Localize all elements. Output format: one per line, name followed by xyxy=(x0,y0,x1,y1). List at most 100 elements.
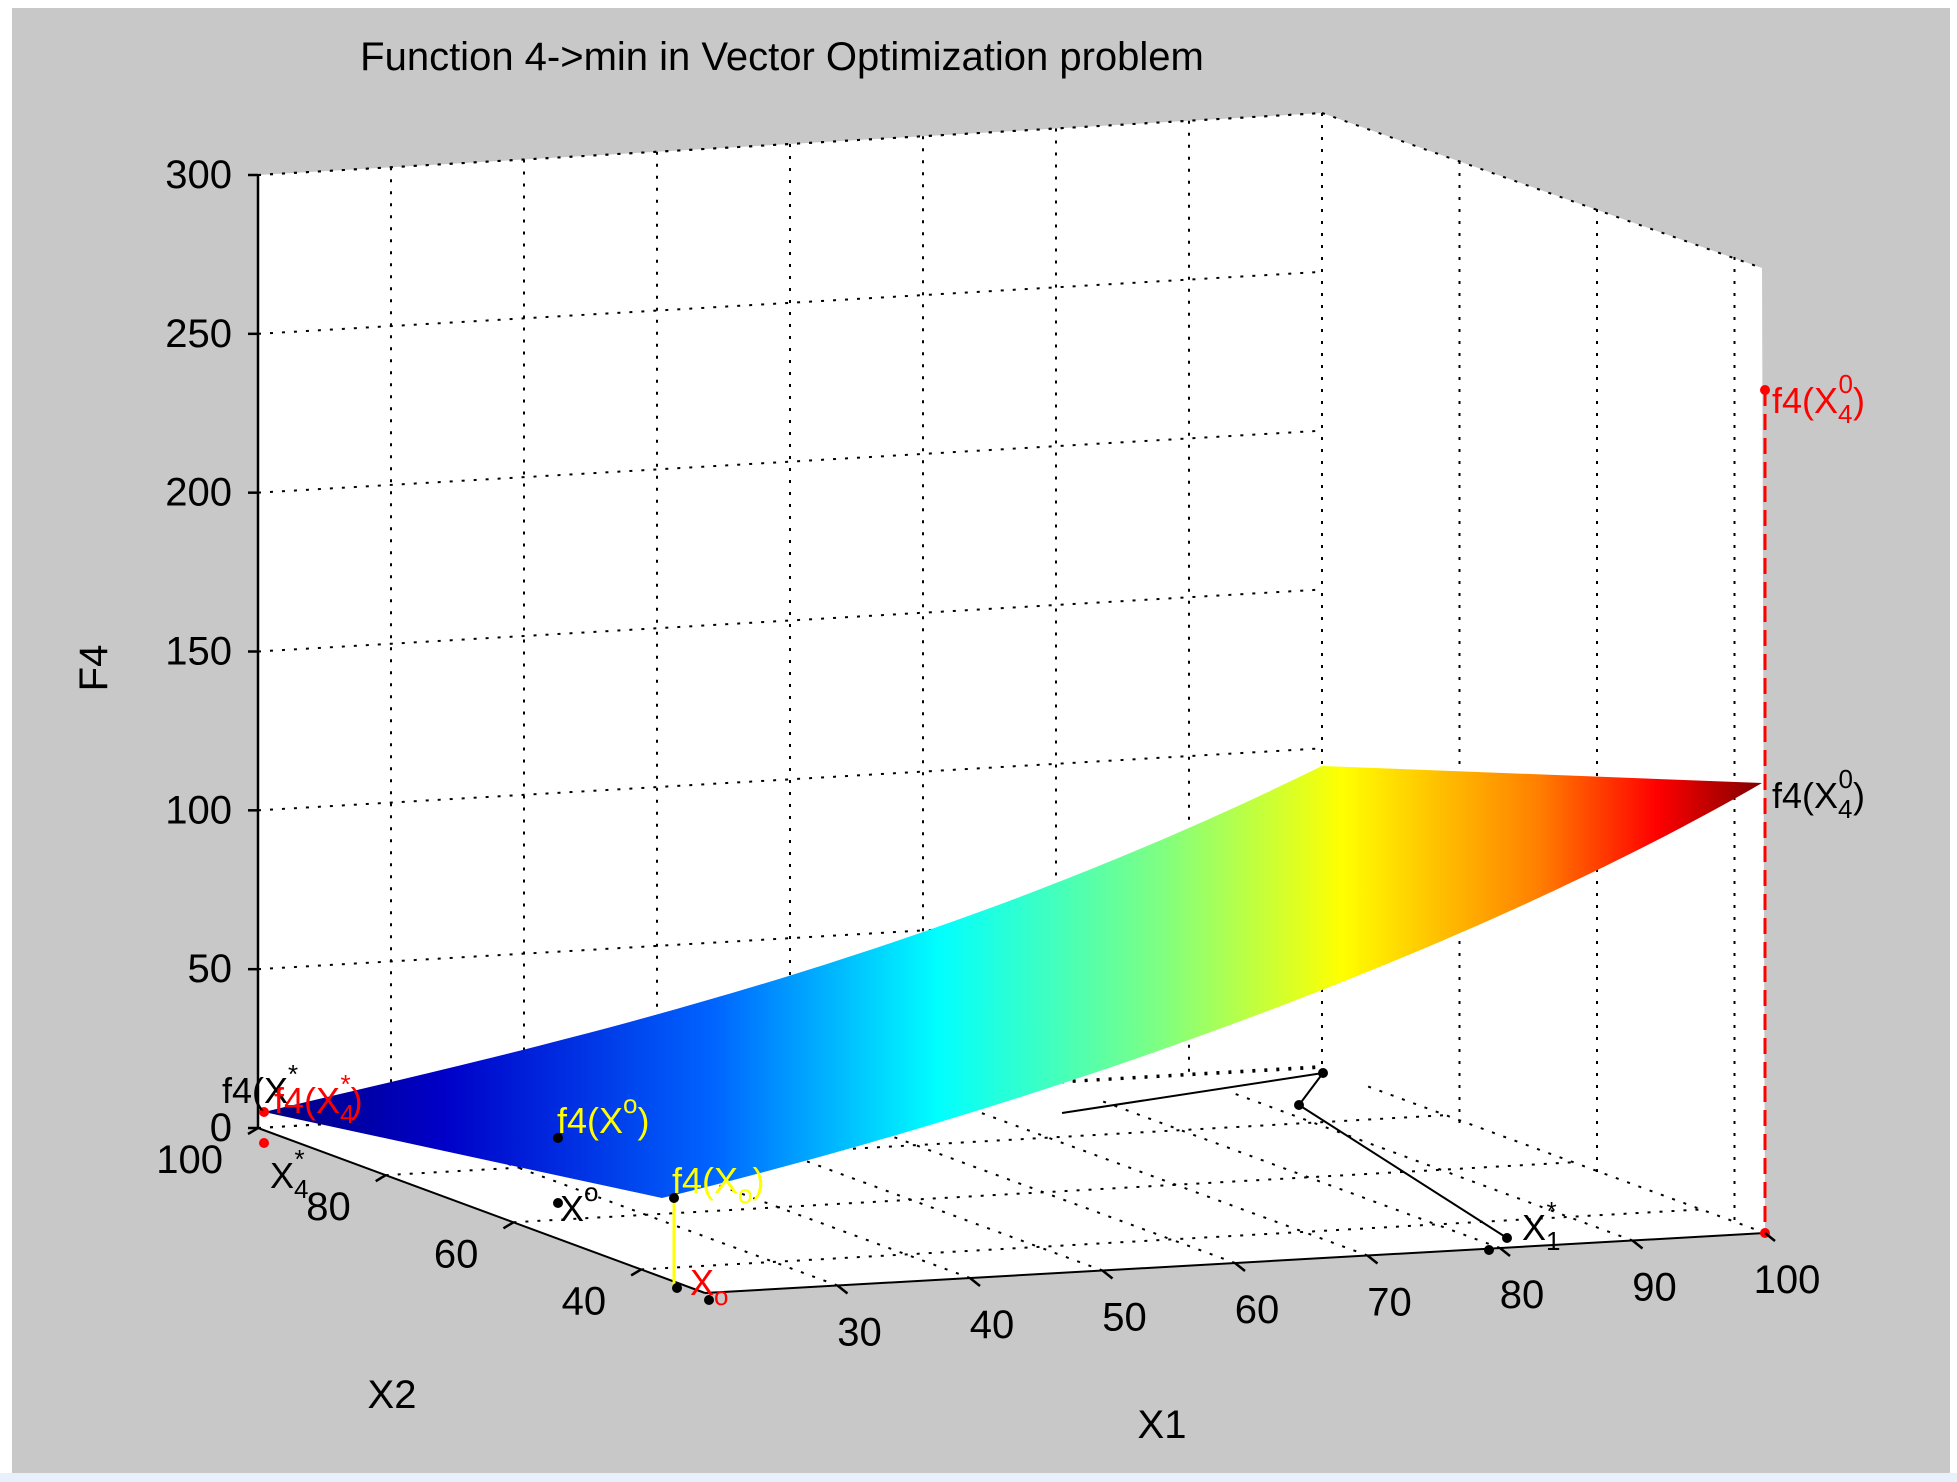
annotation-sup: o xyxy=(584,1177,598,1207)
annotation-label: f4(Xo) xyxy=(672,1160,765,1209)
z-grid-line xyxy=(257,270,1323,335)
x-tick-mark xyxy=(1101,1269,1114,1280)
bottom-strip xyxy=(0,1473,1957,1482)
x-tick-label: 70 xyxy=(1367,1281,1412,1325)
marker-f4-min xyxy=(259,1107,269,1117)
y-tick-mark xyxy=(502,1221,515,1230)
surface-f4 xyxy=(264,766,1762,1198)
marker-corner xyxy=(1318,1068,1328,1078)
x-tick-label: 100 xyxy=(1754,1258,1821,1302)
y-tick-mark xyxy=(375,1174,387,1183)
z-tick-label: 0 xyxy=(210,1106,232,1150)
figure-window: 0 50 100 150 200 250 300 30 40 50 60 70 80 90 100 40 60 8… xyxy=(12,8,1950,1473)
annotation-sup: * xyxy=(1546,1196,1556,1226)
x-axis-label: X1 xyxy=(1138,1403,1187,1447)
x-tick-mark xyxy=(1234,1262,1246,1272)
marker-xo-floor xyxy=(672,1283,682,1293)
tick-layer: 0 50 100 150 200 250 300 30 40 50 60 70 80 90 100 40 60 8… xyxy=(156,153,1820,1355)
z-tick-label: 300 xyxy=(165,153,232,197)
annotation-sub: o xyxy=(714,1281,728,1311)
annotation-tail: ) xyxy=(1853,775,1865,816)
marker-x1-star xyxy=(1502,1233,1512,1243)
x-tick-label: 90 xyxy=(1632,1266,1677,1310)
floor-guides xyxy=(259,385,1770,1305)
annotation-sup: * xyxy=(294,1144,304,1174)
x-tick-mark xyxy=(1366,1254,1379,1265)
annotation-sup: 0 xyxy=(1839,369,1853,399)
annotation-main: f4(X xyxy=(557,1100,623,1141)
x-tick-mark xyxy=(836,1284,849,1295)
annotation-main: X xyxy=(270,1155,294,1196)
annotation-label: X1* xyxy=(1522,1196,1560,1256)
annotation-sub: o xyxy=(738,1179,752,1209)
z-tick-label: 100 xyxy=(165,788,232,832)
y-floor-grid-line xyxy=(641,1208,1702,1271)
z-grid-line xyxy=(257,588,1323,653)
annotation-tail: ) xyxy=(753,1160,765,1201)
x-tick-label: 30 xyxy=(837,1311,882,1355)
annotation-main: X xyxy=(1522,1207,1546,1248)
y-tick-mark xyxy=(247,1126,259,1136)
z-tick-label: 150 xyxy=(165,630,232,674)
annotation-sub: 4 xyxy=(340,1099,354,1129)
z-grid-line xyxy=(257,1065,1323,1129)
annotation-main: f4(X xyxy=(1772,380,1838,421)
annotation-label: f4(X40) xyxy=(1772,369,1865,429)
annotation-label: Xo xyxy=(690,1262,728,1311)
annotation-sup: * xyxy=(288,1059,298,1089)
z-tick-label: 250 xyxy=(165,312,232,356)
x-tick-label: 60 xyxy=(1235,1288,1280,1332)
z-grid-line xyxy=(257,429,1323,494)
annotation-sub: 4 xyxy=(1838,399,1852,429)
z-grid-line xyxy=(257,747,1323,812)
marker-x4-star xyxy=(259,1138,269,1148)
z-tick-label: 50 xyxy=(188,947,233,991)
y-axis-label: X2 xyxy=(368,1373,417,1417)
y-tick-label: 60 xyxy=(434,1232,479,1276)
annotation-label: f4(X* xyxy=(222,1059,298,1111)
annotation-main: f4(X xyxy=(274,1080,340,1121)
marker-x1-floor xyxy=(1484,1245,1494,1255)
marker-origin xyxy=(704,1295,714,1305)
y-tick-label: 80 xyxy=(306,1185,351,1229)
y-floor-grid-line xyxy=(385,1114,1446,1177)
annotation-sup: o xyxy=(623,1089,637,1119)
axes-face xyxy=(258,113,1765,1293)
annotation-label: f4(Xo) xyxy=(557,1089,650,1141)
annotation-sub: 4 xyxy=(1838,794,1852,824)
x-tick-label: 80 xyxy=(1500,1273,1545,1317)
marker-f4-max xyxy=(1760,385,1770,395)
annotation-label: f4(X4*) xyxy=(274,1069,363,1129)
annotation-main: X xyxy=(560,1188,584,1229)
marker-f4-xo-sub xyxy=(669,1193,679,1203)
marker-corner-2 xyxy=(1294,1100,1304,1110)
annotation-sup: 0 xyxy=(1839,764,1853,794)
annotation-sub: 1 xyxy=(1546,1226,1560,1256)
x-tick-label: 50 xyxy=(1102,1296,1147,1340)
y-floor-grid-line xyxy=(513,1161,1574,1224)
marker-xo xyxy=(553,1198,563,1208)
annotation-tail: ) xyxy=(1853,380,1865,421)
annotations: f4(X40)f4(X40)f4(X*f4(X4*)X4*f4(Xo)Xo f4(… xyxy=(222,369,1865,1311)
annotation-label: Xo xyxy=(560,1177,598,1229)
x-tick-label: 40 xyxy=(970,1303,1015,1347)
x-tick-mark xyxy=(1631,1239,1644,1250)
annotation-label: X4* xyxy=(270,1144,308,1204)
z-tick-label: 200 xyxy=(165,471,232,515)
annotation-label: f4(X40) xyxy=(1772,764,1865,824)
annotation-tail: ) xyxy=(351,1080,363,1121)
annotation-tail: ) xyxy=(638,1100,650,1141)
annotation-sup: * xyxy=(341,1069,351,1099)
marker-f4-xo xyxy=(553,1133,563,1143)
top-edge xyxy=(257,112,1323,176)
annotation-main: f4(X xyxy=(672,1160,738,1201)
annotation-sub: 4 xyxy=(294,1174,308,1204)
annotation-main: X xyxy=(690,1262,714,1303)
x-tick-mark xyxy=(1764,1232,1776,1242)
x-tick-mark xyxy=(1499,1247,1511,1257)
z-axis-label: F4 xyxy=(72,645,116,692)
y-tick-label: 40 xyxy=(562,1279,607,1323)
y-tick-label: 100 xyxy=(156,1138,223,1182)
annotation-main: f4(X xyxy=(222,1070,288,1111)
